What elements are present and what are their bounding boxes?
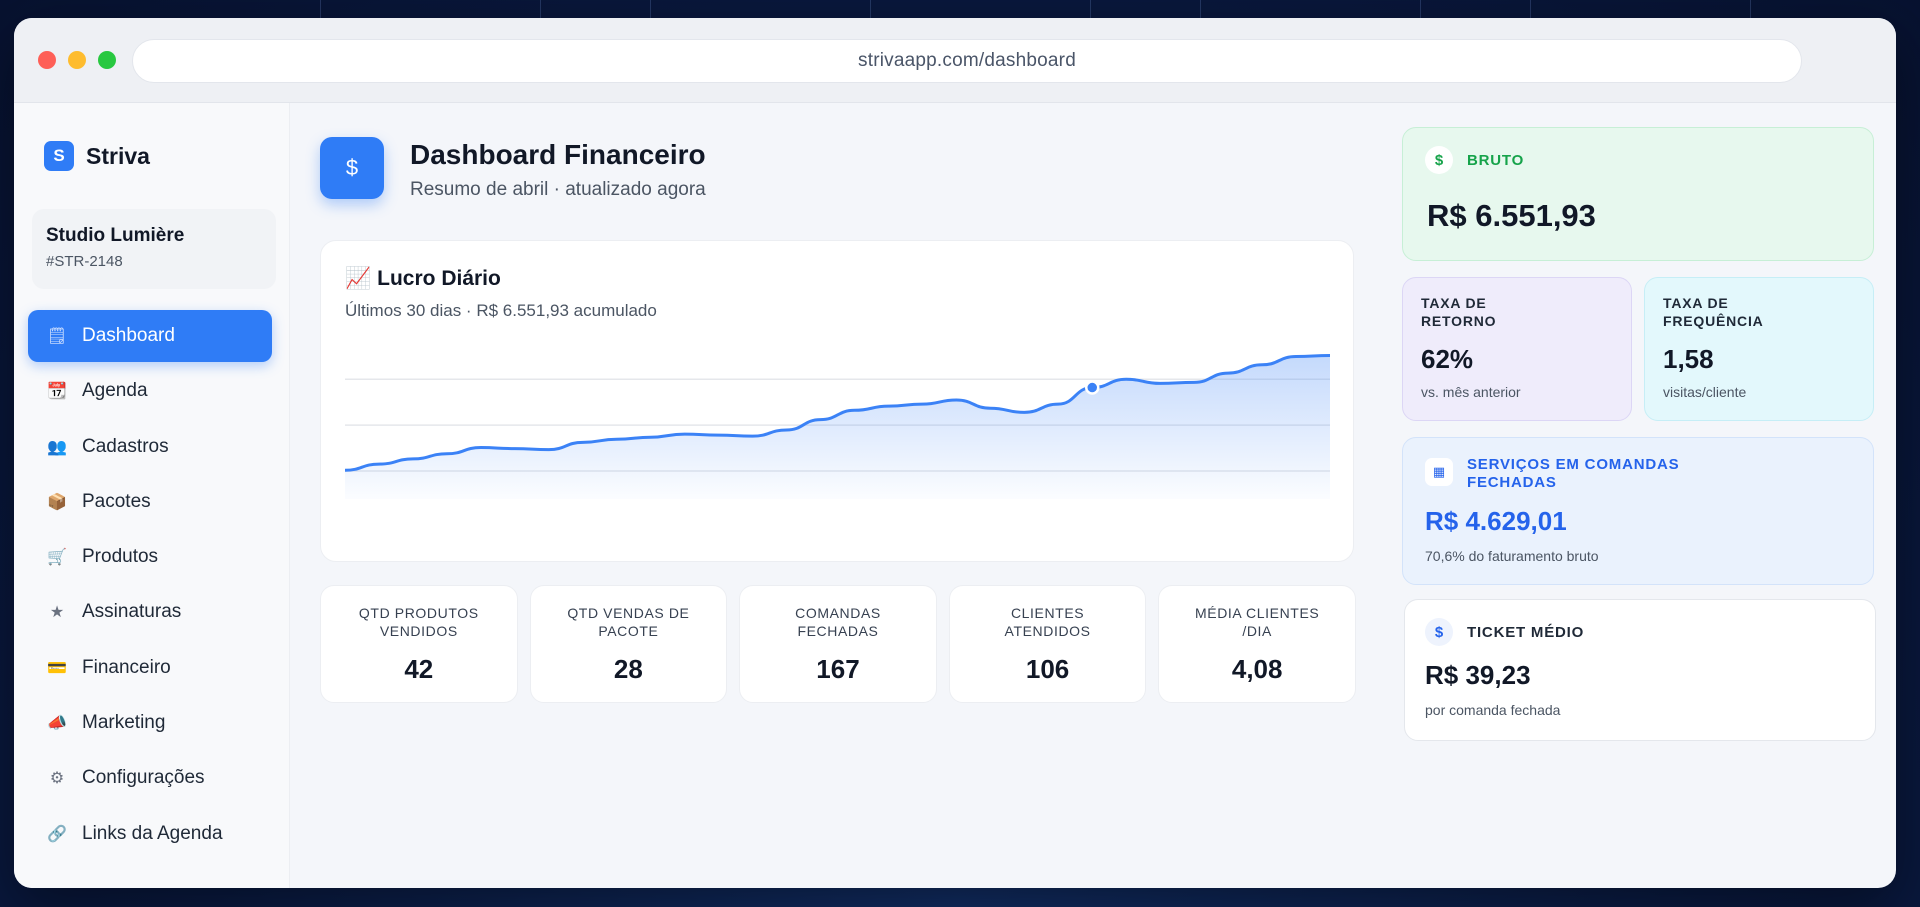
stat-label: MÉDIA CLIENTES /DIA bbox=[1195, 605, 1320, 639]
average-ticket-note: por comanda fechada bbox=[1425, 702, 1561, 718]
sidebar-nav: 🗒 Dashboard 📆 Agenda 👥 Cadastros 📦 Pacot… bbox=[28, 310, 272, 863]
frequency-rate-value: 1,58 bbox=[1663, 344, 1714, 374]
table-icon: ▦ bbox=[1425, 458, 1453, 486]
star-icon: ★ bbox=[49, 604, 65, 622]
sidebar: S Striva Studio Lumière #STR-2148 🗒 Dash… bbox=[14, 103, 290, 888]
page-subtitle: Resumo de abril · atualizado agora bbox=[410, 179, 706, 200]
sidebar-item-label: Assinaturas bbox=[82, 601, 182, 623]
chart-subtitle: Últimos 30 dias · R$ 6.551,93 acumulado bbox=[345, 301, 657, 320]
stat-closed-orders: COMANDAS FECHADAS 167 bbox=[739, 585, 937, 703]
frequency-rate-card: TAXA DE FREQUÊNCIA 1,58 visitas/cliente bbox=[1644, 277, 1874, 421]
chart-series-line bbox=[345, 353, 1330, 472]
stat-value: 167 bbox=[816, 654, 860, 684]
organization-name: Studio Lumière bbox=[46, 225, 185, 246]
stat-value: 42 bbox=[404, 654, 434, 684]
stat-avg-clients-per-day: MÉDIA CLIENTES /DIA 4,08 bbox=[1158, 585, 1356, 703]
megaphone-icon: 📣 bbox=[47, 715, 67, 733]
average-ticket-card: $ TICKET MÉDIO R$ 39,23 por comanda fech… bbox=[1404, 599, 1876, 741]
organization-card[interactable]: Studio Lumière #STR-2148 bbox=[32, 209, 276, 289]
close-window-button[interactable] bbox=[38, 51, 56, 69]
browser-window: strivaapp.com/dashboard S Striva Studio … bbox=[14, 18, 1896, 888]
organization-id: #STR-2148 bbox=[46, 253, 123, 270]
stats-row: QTD PRODUTOS VENDIDOS 42 QTD VENDAS DE P… bbox=[320, 585, 1356, 703]
chart-title: 📈 Lucro Diário bbox=[345, 267, 501, 291]
sidebar-item-dashboard[interactable]: 🗒 Dashboard bbox=[28, 310, 272, 362]
sidebar-item-agenda[interactable]: 📆 Agenda bbox=[28, 365, 272, 417]
stat-label: CLIENTES ATENDIDOS bbox=[1004, 605, 1091, 639]
address-bar[interactable]: strivaapp.com/dashboard bbox=[132, 39, 1802, 83]
return-rate-value: 62% bbox=[1421, 344, 1474, 374]
stat-value: 4,08 bbox=[1231, 654, 1283, 684]
brand-logo-icon: S bbox=[44, 141, 74, 171]
stat-label: QTD VENDAS DE PACOTE bbox=[567, 605, 690, 639]
return-rate-note: vs. mês anterior bbox=[1421, 384, 1521, 400]
daily-profit-card: 📈 Lucro Diário Últimos 30 dias · R$ 6.55… bbox=[320, 240, 1354, 562]
services-card: ▦ SERVIÇOS EM COMANDAS FECHADAS R$ 4.629… bbox=[1402, 437, 1874, 585]
sidebar-item-assinaturas[interactable]: ★ Assinaturas bbox=[28, 586, 272, 638]
return-rate-label: TAXA DE RETORNO bbox=[1421, 295, 1497, 329]
cart-icon: 🛒 bbox=[47, 549, 67, 567]
average-ticket-label: TICKET MÉDIO bbox=[1467, 624, 1585, 641]
stat-label: QTD PRODUTOS VENDIDOS bbox=[358, 605, 479, 639]
credit-card-icon: 💳 bbox=[47, 659, 67, 677]
chart-data-point[interactable] bbox=[1084, 380, 1100, 395]
stat-package-sales: QTD VENDAS DE PACOTE 28 bbox=[529, 585, 728, 703]
brand[interactable]: S Striva bbox=[44, 141, 150, 171]
sidebar-item-label: Dashboard bbox=[82, 325, 175, 346]
users-icon: 👥 bbox=[47, 438, 67, 456]
chart-increasing-icon: 📈 bbox=[345, 267, 372, 290]
stat-label: COMANDAS FECHADAS bbox=[795, 605, 881, 639]
stat-products-sold: QTD PRODUTOS VENDIDOS 42 bbox=[320, 585, 518, 703]
sidebar-item-label: Cadastros bbox=[82, 435, 169, 457]
sidebar-item-pacotes[interactable]: 📦 Pacotes bbox=[28, 476, 272, 528]
link-icon: 🔗 bbox=[47, 825, 67, 843]
daily-profit-chart[interactable] bbox=[345, 331, 1330, 511]
minimize-window-button[interactable] bbox=[68, 51, 86, 69]
sidebar-item-configuracoes[interactable]: ⚙ Configurações bbox=[28, 752, 272, 804]
main-content: $ Dashboard Financeiro Resumo de abril ·… bbox=[290, 103, 1896, 888]
return-rate-card: TAXA DE RETORNO 62% vs. mês anterior bbox=[1402, 277, 1632, 421]
sidebar-item-label: Configurações bbox=[82, 767, 205, 789]
sidebar-item-label: Marketing bbox=[82, 712, 166, 734]
brand-name: Striva bbox=[86, 142, 150, 169]
services-value: R$ 4.629,01 bbox=[1425, 506, 1567, 536]
sidebar-item-label: Links da Agenda bbox=[82, 822, 223, 844]
gross-revenue-value: R$ 6.551,93 bbox=[1427, 198, 1596, 233]
background-grid bbox=[0, 0, 1920, 20]
stat-clients-served: CLIENTES ATENDIDOS 106 bbox=[948, 585, 1147, 703]
sidebar-item-label: Agenda bbox=[82, 380, 148, 402]
dollar-icon: $ bbox=[1425, 146, 1453, 174]
chart-area-fill bbox=[345, 355, 1330, 499]
sidebar-item-cadastros[interactable]: 👥 Cadastros bbox=[28, 421, 272, 473]
average-ticket-value: R$ 39,23 bbox=[1425, 660, 1531, 690]
stat-value: 106 bbox=[1025, 654, 1070, 684]
stat-value: 28 bbox=[613, 654, 643, 684]
gross-revenue-label: BRUTO bbox=[1467, 152, 1525, 169]
chart-title-text: Lucro Diário bbox=[377, 267, 501, 290]
sidebar-item-financeiro[interactable]: 💳 Financeiro bbox=[28, 642, 272, 694]
calendar-icon: 📆 bbox=[47, 383, 67, 401]
gross-revenue-card: $ BRUTO R$ 6.551,93 bbox=[1402, 127, 1874, 261]
maximize-window-button[interactable] bbox=[98, 51, 116, 69]
package-icon: 📦 bbox=[47, 493, 67, 511]
sidebar-item-label: Produtos bbox=[82, 546, 159, 568]
sidebar-item-links-da-agenda[interactable]: 🔗 Links da Agenda bbox=[28, 808, 272, 860]
browser-titlebar: strivaapp.com/dashboard bbox=[14, 18, 1896, 103]
url-text: strivaapp.com/dashboard bbox=[858, 50, 1076, 71]
dollar-icon: $ bbox=[1425, 618, 1453, 646]
sidebar-item-marketing[interactable]: 📣 Marketing bbox=[28, 697, 272, 749]
services-note: 70,6% do faturamento bruto bbox=[1425, 548, 1599, 564]
frequency-rate-label: TAXA DE FREQUÊNCIA bbox=[1663, 295, 1764, 329]
services-label: SERVIÇOS EM COMANDAS FECHADAS bbox=[1467, 456, 1680, 491]
page-title: Dashboard Financeiro bbox=[410, 139, 706, 170]
sidebar-item-produtos[interactable]: 🛒 Produtos bbox=[28, 531, 272, 583]
sidebar-item-label: Financeiro bbox=[82, 656, 171, 678]
sidebar-item-label: Pacotes bbox=[82, 490, 151, 512]
frequency-rate-note: visitas/cliente bbox=[1663, 384, 1747, 400]
list-icon: 🗒 bbox=[46, 328, 68, 345]
gear-icon: ⚙ bbox=[49, 770, 65, 788]
dollar-icon: $ bbox=[320, 137, 384, 199]
